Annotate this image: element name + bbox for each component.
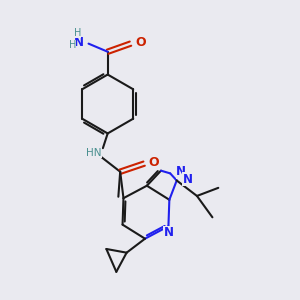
- Text: H: H: [74, 28, 81, 38]
- Text: H: H: [69, 40, 76, 50]
- Text: O: O: [135, 36, 146, 50]
- Text: N: N: [74, 36, 83, 50]
- Text: N: N: [176, 165, 186, 178]
- Text: N: N: [164, 226, 173, 239]
- Text: N: N: [183, 172, 193, 185]
- Text: HN: HN: [86, 148, 101, 158]
- Text: O: O: [148, 156, 159, 170]
